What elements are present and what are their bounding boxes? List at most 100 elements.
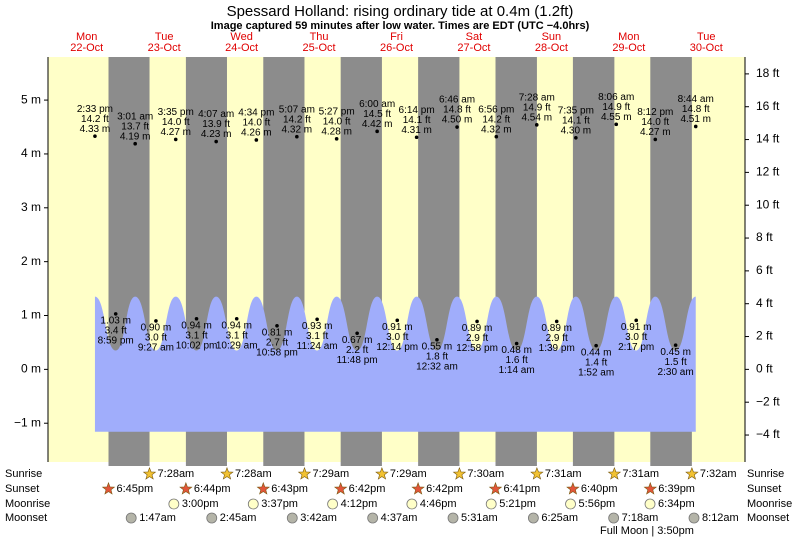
high-tide-ft: 14.9 ft bbox=[523, 102, 551, 113]
low-tide-ft: 3.0 ft bbox=[145, 333, 167, 344]
low-tide-time: 2:17 pm bbox=[618, 342, 654, 353]
high-tide-ft: 14.0 ft bbox=[641, 117, 669, 128]
moonset-time: 8:12am bbox=[702, 512, 739, 524]
sunrise-icon bbox=[375, 466, 389, 480]
low-tide-dot bbox=[673, 343, 678, 347]
high-tide-time: 7:35 pm bbox=[558, 105, 594, 116]
low-tide-ft: 3.1 ft bbox=[306, 331, 328, 342]
sunrise-time: 7:29am bbox=[390, 468, 427, 480]
sunrise-time: 7:28am bbox=[235, 468, 272, 480]
high-tide-ft: 14.0 ft bbox=[323, 117, 351, 128]
low-tide-time: 11:48 pm bbox=[337, 355, 378, 366]
low-tide-ft: 2.9 ft bbox=[466, 333, 488, 344]
low-tide-time: 1:39 pm bbox=[539, 343, 575, 354]
moonrise-icon bbox=[327, 498, 339, 510]
moonset-icon bbox=[608, 512, 620, 524]
high-tide-m: 4.32 m bbox=[282, 124, 313, 135]
high-tide-dot bbox=[254, 138, 259, 142]
y-tick-label: 4 m bbox=[21, 146, 41, 160]
high-tide-m: 4.32 m bbox=[481, 124, 512, 135]
y2-tick-label: 14 ft bbox=[756, 132, 780, 146]
moonrise-icon bbox=[168, 498, 180, 510]
low-tide-m: 0.48 m bbox=[501, 345, 532, 356]
high-tide-ft: 14.0 ft bbox=[242, 118, 270, 129]
sunset-time: 6:44pm bbox=[194, 483, 231, 495]
low-tide-dot bbox=[395, 318, 400, 323]
sunrise-time: 7:28am bbox=[158, 468, 195, 480]
y-tick-label: 1 m bbox=[21, 308, 41, 322]
moonset-icon bbox=[286, 512, 298, 524]
low-tide-ft: 1.5 ft bbox=[664, 357, 686, 368]
y2-tick-label: 0 ft bbox=[756, 362, 773, 376]
high-tide-m: 4.30 m bbox=[561, 125, 592, 136]
low-tide-ft: 3.1 ft bbox=[226, 330, 248, 341]
high-tide-time: 6:00 am bbox=[359, 99, 395, 110]
low-tide-m: 0.44 m bbox=[581, 347, 612, 358]
low-tide-dot bbox=[554, 319, 559, 324]
sunset-time: 6:42pm bbox=[349, 483, 386, 495]
high-tide-m: 4.55 m bbox=[601, 112, 632, 123]
moonset-icon bbox=[447, 512, 459, 524]
moonset-icon bbox=[367, 512, 379, 524]
high-tide-m: 4.26 m bbox=[241, 128, 272, 139]
low-tide-dot bbox=[594, 343, 598, 348]
low-tide-m: 0.89 m bbox=[541, 323, 572, 334]
moonset-time: 6:25am bbox=[541, 512, 578, 524]
row-label: Sunrise bbox=[5, 468, 42, 480]
sunrise-time: 7:31am bbox=[622, 468, 659, 480]
high-tide-dot bbox=[693, 124, 698, 129]
day-date: 23-Oct bbox=[148, 42, 181, 54]
y2-tick-label: 2 ft bbox=[756, 329, 773, 343]
high-tide-m: 4.28 m bbox=[321, 127, 352, 138]
day-name: Tue bbox=[155, 31, 174, 43]
low-tide-time: 8:59 pm bbox=[98, 336, 134, 347]
high-tide-dot bbox=[494, 134, 499, 139]
low-tide-dot bbox=[234, 316, 239, 321]
high-tide-time: 4:07 am bbox=[198, 109, 234, 120]
sunrise-icon bbox=[685, 466, 699, 480]
low-tide-ft: 3.0 ft bbox=[625, 332, 647, 343]
low-tide-time: 9:27 am bbox=[138, 343, 174, 354]
moonrise-time: 3:00pm bbox=[182, 498, 219, 510]
row-label-right: Sunrise bbox=[747, 468, 784, 480]
high-tide-dot bbox=[334, 137, 339, 141]
high-tide-dot bbox=[455, 125, 459, 129]
high-tide-m: 4.31 m bbox=[401, 125, 432, 136]
high-tide-time: 5:27 pm bbox=[319, 107, 355, 118]
day-date: 22-Oct bbox=[70, 42, 103, 54]
high-tide-dot bbox=[375, 129, 379, 134]
low-tide-dot bbox=[634, 318, 639, 323]
low-tide-dot bbox=[315, 317, 319, 322]
low-tide-dot bbox=[275, 323, 279, 328]
moonrise-time: 5:56pm bbox=[579, 498, 616, 510]
high-tide-dot bbox=[614, 122, 619, 127]
high-tide-ft: 14.2 ft bbox=[81, 114, 109, 125]
sunset-icon bbox=[179, 481, 193, 495]
day-name: Mon bbox=[618, 31, 639, 43]
low-tide-dot bbox=[154, 319, 158, 323]
tide-area bbox=[94, 296, 696, 432]
low-tide-m: 0.91 m bbox=[382, 322, 413, 333]
high-tide-m: 4.51 m bbox=[680, 114, 711, 125]
high-tide-m: 4.33 m bbox=[80, 124, 111, 135]
row-label-right: Moonrise bbox=[747, 498, 792, 510]
low-tide-m: 0.94 m bbox=[221, 320, 252, 331]
sunset-icon bbox=[488, 481, 503, 495]
sunset-icon bbox=[256, 481, 271, 495]
high-tide-time: 8:12 pm bbox=[637, 107, 673, 118]
sunrise-time: 7:31am bbox=[545, 468, 582, 480]
high-tide-m: 4.27 m bbox=[160, 127, 191, 138]
sunset-icon bbox=[566, 481, 580, 495]
y-tick-label: 5 m bbox=[21, 92, 41, 106]
high-tide-ft: 14.0 ft bbox=[162, 117, 190, 128]
moonrise-time: 6:34pm bbox=[658, 498, 695, 510]
high-tide-m: 4.42 m bbox=[362, 119, 393, 130]
high-tide-dot bbox=[295, 134, 299, 139]
low-tide-dot bbox=[194, 316, 199, 321]
row-label-right: Sunset bbox=[747, 483, 781, 495]
high-tide-dot bbox=[133, 141, 137, 146]
high-tide-m: 4.50 m bbox=[442, 115, 473, 126]
high-tide-dot bbox=[574, 135, 578, 140]
moonset-time: 4:37am bbox=[381, 512, 418, 524]
